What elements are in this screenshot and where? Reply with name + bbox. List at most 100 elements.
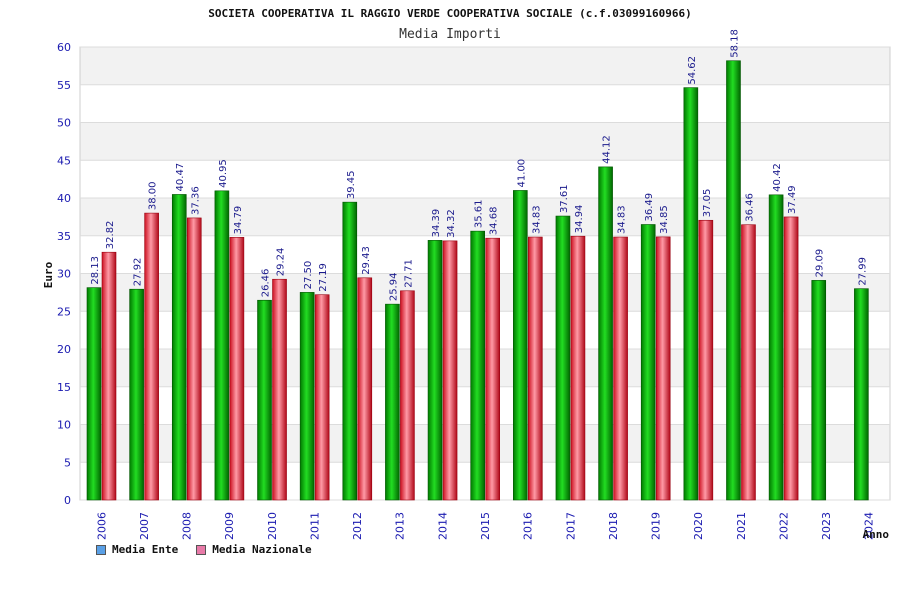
data-label: 28.13 xyxy=(90,256,101,285)
bar-nazionale xyxy=(698,219,714,501)
bar-ente xyxy=(726,60,741,501)
bar-ente xyxy=(171,194,187,501)
x-tick-label: 2014 xyxy=(436,512,449,540)
bar-ente xyxy=(427,240,443,501)
bar-ente xyxy=(683,87,699,501)
legend-item-nazionale: Media Nazionale xyxy=(196,543,312,556)
bar-ente xyxy=(385,303,400,501)
data-label: 34.39 xyxy=(431,209,442,238)
data-label: 37.36 xyxy=(190,186,201,215)
bar-ente xyxy=(768,194,784,501)
bar-ente xyxy=(214,190,230,501)
x-tick-label: 2021 xyxy=(735,512,748,540)
y-tick-label: 25 xyxy=(57,305,71,318)
bar-nazionale xyxy=(485,237,500,501)
plot-band xyxy=(80,84,890,123)
x-tick-label: 2019 xyxy=(650,512,663,540)
x-tick-label: 2007 xyxy=(138,512,151,540)
bar-ente xyxy=(129,288,144,501)
bars-group: 28.13 32.82 27.92 38.00 40.47 37.36 40.95 34.79… xyxy=(86,29,869,501)
x-tick-label: 2017 xyxy=(564,512,577,540)
bar-ente xyxy=(640,224,656,501)
data-label: 41.00 xyxy=(516,159,527,188)
y-tick-label: 45 xyxy=(57,154,71,167)
data-label: 37.61 xyxy=(559,184,570,213)
x-tick-label: 2023 xyxy=(820,512,833,540)
y-tick-label: 35 xyxy=(57,230,71,243)
data-label: 29.24 xyxy=(276,248,287,277)
y-tick-label: 60 xyxy=(57,41,71,54)
data-label: 54.62 xyxy=(687,56,698,85)
bar-nazionale xyxy=(613,236,628,501)
data-label: 27.50 xyxy=(303,261,314,290)
data-label: 40.42 xyxy=(772,163,783,192)
data-label: 27.92 xyxy=(133,258,144,287)
y-tick-label: 30 xyxy=(57,268,71,281)
bar-ente xyxy=(811,280,827,501)
data-label: 36.49 xyxy=(644,193,655,222)
x-tick-label: 2009 xyxy=(223,512,236,540)
x-tick-label: 2020 xyxy=(692,512,705,540)
legend-label-ente: Media Ente xyxy=(112,543,179,556)
y-tick-label: 15 xyxy=(57,381,71,394)
data-label: 34.85 xyxy=(659,205,670,234)
data-label: 34.83 xyxy=(617,205,628,234)
plot-band xyxy=(80,47,890,85)
bar-nazionale xyxy=(186,217,202,501)
bar-ente xyxy=(299,292,315,501)
x-tick-label: 2012 xyxy=(351,512,364,540)
data-label: 40.95 xyxy=(218,159,229,188)
chart-title: SOCIETA COOPERATIVA IL RAGGIO VERDE COOP… xyxy=(208,7,691,20)
bar-nazionale xyxy=(783,216,799,501)
bar-nazionale xyxy=(442,240,458,501)
legend-item-ente: Media Ente xyxy=(96,543,178,556)
bar-nazionale xyxy=(400,290,415,501)
bar-ente xyxy=(342,201,358,501)
x-tick-label: 2016 xyxy=(522,512,535,540)
data-label: 44.12 xyxy=(602,135,613,164)
data-label: 25.94 xyxy=(388,273,399,302)
bar-nazionale xyxy=(272,278,287,501)
data-label: 37.49 xyxy=(787,185,798,214)
data-label: 34.83 xyxy=(531,205,542,234)
data-label: 27.99 xyxy=(857,257,868,286)
y-tick-label: 5 xyxy=(64,456,71,469)
legend-label-nazionale: Media Nazionale xyxy=(212,543,312,556)
y-tick-label: 0 xyxy=(64,494,71,507)
legend-swatch-ente xyxy=(96,544,106,555)
bar-ente xyxy=(555,215,571,501)
bar-nazionale xyxy=(741,224,756,501)
plot-band xyxy=(80,160,890,198)
data-label: 37.05 xyxy=(702,189,713,218)
data-label: 38.00 xyxy=(148,181,159,210)
data-label: 58.18 xyxy=(729,29,740,58)
bar-nazionale xyxy=(655,236,671,501)
data-label: 29.09 xyxy=(815,249,826,278)
data-label: 40.47 xyxy=(175,163,186,192)
bar-ente xyxy=(598,166,613,501)
bar-nazionale xyxy=(101,251,117,501)
x-tick-label: 2010 xyxy=(266,512,279,540)
data-label: 34.79 xyxy=(233,206,244,235)
legend: Media Ente Media Nazionale xyxy=(96,543,312,556)
legend-swatch-nazionale xyxy=(196,544,207,555)
x-tick-label: 2013 xyxy=(394,512,407,540)
x-tick-label: 2015 xyxy=(479,512,492,540)
data-label: 34.32 xyxy=(446,209,457,238)
y-tick-label: 40 xyxy=(57,192,71,205)
x-tick-label: 2022 xyxy=(777,512,790,540)
y-axis-label: Euro xyxy=(42,261,55,288)
bar-ente xyxy=(470,230,485,501)
chart-subtitle: Media Importi xyxy=(399,27,501,42)
y-tick-label: 50 xyxy=(57,117,71,130)
bar-nazionale xyxy=(314,294,330,501)
data-label: 27.19 xyxy=(318,263,329,292)
data-label: 34.68 xyxy=(489,207,500,236)
x-tick-label: 2011 xyxy=(308,512,321,540)
plot-band xyxy=(80,122,890,161)
bar-nazionale xyxy=(528,236,543,501)
data-label: 29.43 xyxy=(361,246,372,275)
x-tick-label: 2008 xyxy=(181,512,194,540)
x-axis-label: Anno xyxy=(863,528,890,541)
